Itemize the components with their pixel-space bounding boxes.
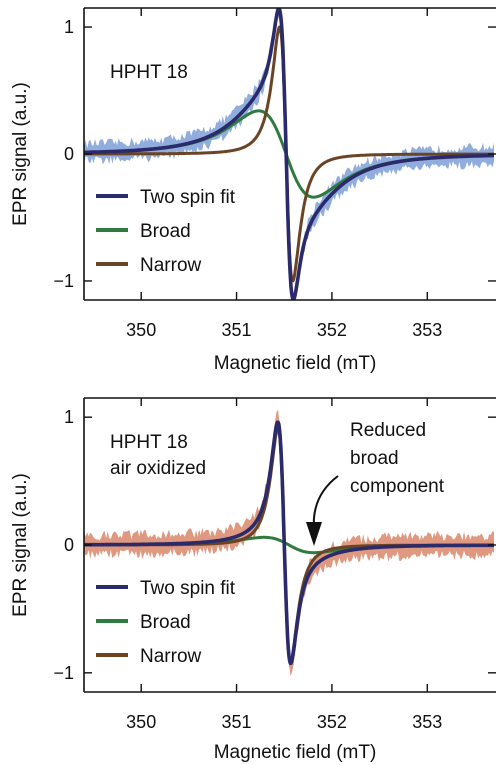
x-tick-label: 352: [317, 712, 347, 732]
chart-panel-1: 350 351 352 353 −1 0 1 Magnetic field (mT) EPR s…: [10, 7, 496, 374]
legend: Two spin fit Broad Narrow: [96, 187, 236, 276]
x-tick-label: 351: [222, 712, 252, 732]
x-axis-label: Magnetic field (mT): [214, 353, 377, 374]
y-tick-label: −1: [53, 663, 74, 683]
legend-label-broad: Broad: [140, 612, 191, 633]
x-tick-label: 352: [317, 320, 347, 340]
legend-label-narrow: Narrow: [140, 255, 202, 276]
series-two-spin-fit-line: [84, 8, 494, 300]
annotation-arrowhead: [306, 522, 322, 546]
plot-area: [84, 409, 494, 677]
panel-label: HPHT 18: [110, 62, 188, 83]
y-tick-label: 1: [64, 407, 74, 427]
y-tick-label: −1: [53, 271, 74, 291]
x-tick-label: 350: [126, 712, 156, 732]
legend-label-broad: Broad: [140, 221, 191, 242]
legend-label-narrow: Narrow: [140, 646, 202, 667]
y-tick-label: 0: [64, 535, 74, 555]
y-tick-label: 0: [64, 144, 74, 164]
chart-panel-2: 350 351 352 353 −1 0 1 Magnetic field (mT) EPR s…: [10, 397, 496, 763]
series-two-spin-fit-line: [84, 420, 494, 666]
annotation-line-3: component: [350, 476, 445, 497]
legend-label-total: Two spin fit: [140, 187, 236, 208]
y-axis-label: EPR signal (a.u.): [10, 473, 31, 617]
legend-label-total: Two spin fit: [140, 578, 236, 599]
y-axis-label: EPR signal (a.u.): [10, 82, 31, 226]
x-tick-label: 351: [222, 320, 252, 340]
panel-label: HPHT 18: [110, 432, 188, 453]
y-tick-label: 1: [64, 17, 74, 37]
annotation-arrow: [312, 475, 339, 531]
x-tick-label: 353: [412, 320, 442, 340]
annotation-line-1: Reduced: [350, 420, 426, 441]
legend: Two spin fit Broad Narrow: [96, 578, 236, 667]
plot-area: [84, 8, 494, 300]
x-tick-label: 353: [412, 712, 442, 732]
panel-sublabel: air oxidized: [110, 458, 206, 479]
x-tick-label: 350: [126, 320, 156, 340]
annotation-line-2: broad: [350, 448, 399, 469]
x-axis-label: Magnetic field (mT): [214, 742, 377, 763]
